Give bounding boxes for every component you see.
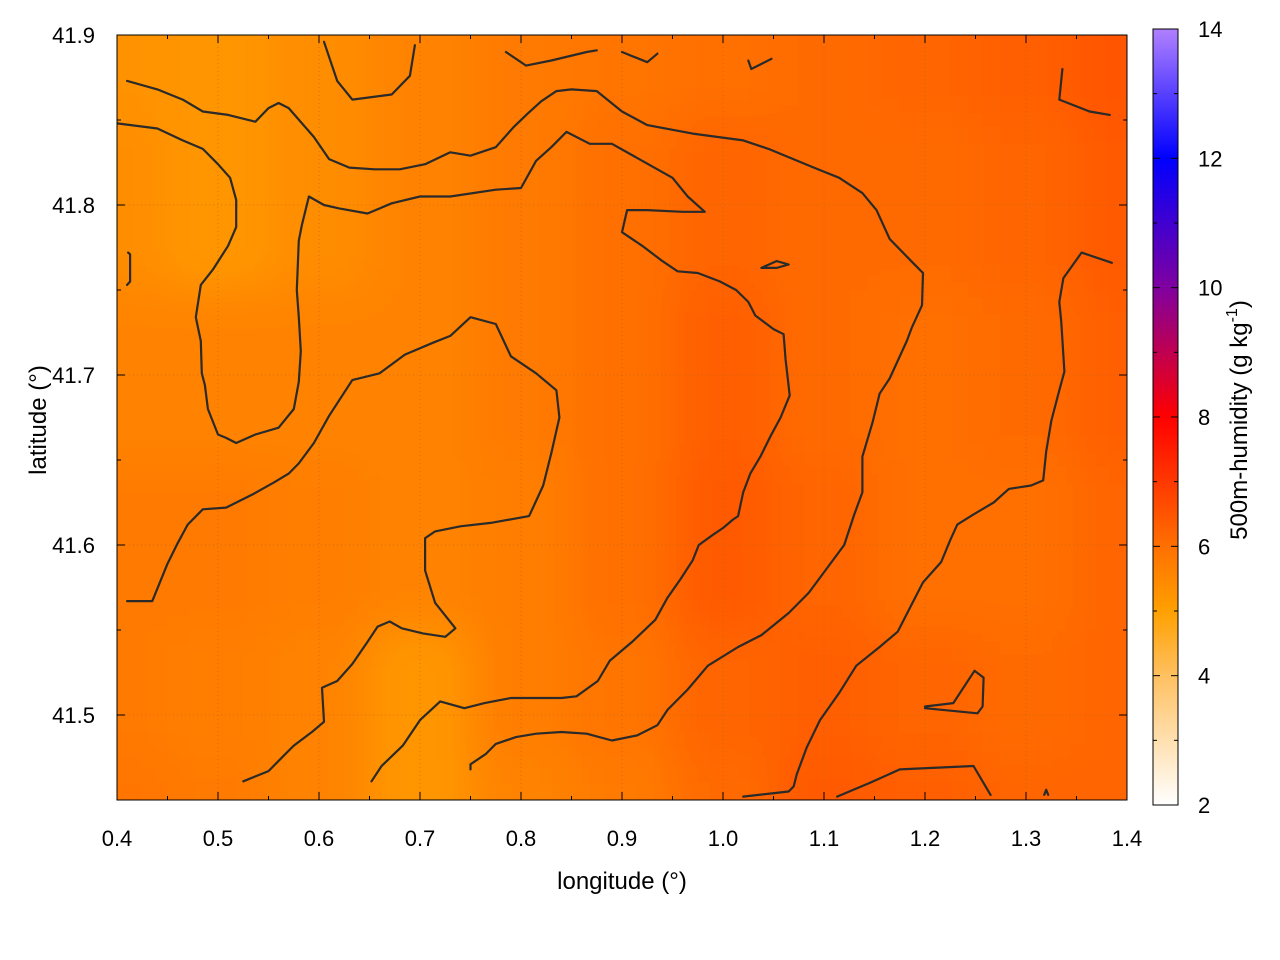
- heatmap-cell: [1076, 757, 1127, 800]
- contour-line: [742, 251, 1114, 798]
- heatmap-cell: [571, 35, 673, 120]
- heatmap-cell: [874, 35, 976, 120]
- heatmap-cell: [117, 757, 168, 800]
- colorbar-label: 500m-humidity (g kg-1): [1224, 300, 1253, 540]
- heatmap-cell: [975, 757, 1077, 800]
- x-tick-label: 1.2: [910, 826, 941, 851]
- colorbar-label-base: 500m-humidity (g kg: [1226, 322, 1253, 539]
- heatmap-cell: [672, 757, 774, 800]
- heatmap-cell: [773, 630, 875, 758]
- x-tick-label: 0.9: [607, 826, 638, 851]
- heatmap-cell: [672, 460, 774, 630]
- x-tick-label: 0.5: [203, 826, 234, 851]
- heatmap-cell: [571, 757, 673, 800]
- x-tick-label: 0.6: [304, 826, 335, 851]
- colorbar-tick-label: 6: [1198, 534, 1210, 559]
- heatmap-cell: [268, 757, 370, 800]
- x-tick-label: 1.0: [708, 826, 739, 851]
- contour-line: [125, 79, 925, 771]
- colorbar-label-sup: -1: [1224, 308, 1241, 322]
- contour-line: [1058, 67, 1111, 117]
- contour-line: [760, 260, 790, 269]
- colorbar-tick-label: 4: [1198, 664, 1210, 689]
- heatmap-cell: [117, 630, 168, 758]
- contour-line: [1043, 788, 1050, 797]
- y-tick-label: 41.8: [52, 193, 95, 218]
- heatmap-cell: [369, 630, 471, 758]
- colorbar-tick-label: 14: [1198, 17, 1222, 42]
- x-tick-label: 1.3: [1011, 826, 1042, 851]
- colorbar-label-end: ): [1226, 300, 1253, 308]
- heatmap-cell: [117, 35, 168, 120]
- heatmap-cell: [470, 630, 572, 758]
- heatmap-cell: [874, 757, 976, 800]
- heatmap-cell: [773, 35, 875, 120]
- y-tick-label: 41.7: [52, 363, 95, 388]
- heatmap-cell: [369, 35, 471, 120]
- heatmap-cell: [470, 757, 572, 800]
- contour-line: [835, 764, 992, 798]
- axis-ticks: 0.4 0.5 0.6 0.7 0.8 0.9 1.0 1.1 1.2 1.3 1.4 41.5 41.…: [52, 23, 1142, 851]
- contour-line: [117, 122, 791, 783]
- colorbar: 2 4 6 8 10 12 14: [1152, 17, 1222, 818]
- heatmap-cell: [672, 630, 774, 758]
- heatmap-cells: [117, 35, 1127, 800]
- heatmap-field: [117, 35, 1127, 800]
- x-tick-label: 0.8: [506, 826, 537, 851]
- contour-line: [620, 50, 659, 64]
- contour-line: [747, 57, 773, 71]
- heatmap-cell: [672, 35, 774, 120]
- x-tick-label: 0.4: [102, 826, 133, 851]
- heatmap-cell: [369, 757, 471, 800]
- contour-line: [125, 251, 132, 286]
- heatmap-cell: [369, 120, 471, 290]
- colorbar-tick-label: 2: [1198, 793, 1210, 818]
- heatmap-cell: [773, 757, 875, 800]
- heatmap-cell: [975, 35, 1077, 120]
- x-tick-label: 1.4: [1112, 826, 1143, 851]
- colorbar-tick-label: 12: [1198, 146, 1222, 171]
- heatmap-cell: [268, 460, 370, 630]
- heatmap-cell: [167, 630, 269, 758]
- y-tick-label: 41.9: [52, 23, 95, 48]
- heatmap-cell: [268, 630, 370, 758]
- colorbar-tick-label: 10: [1198, 276, 1222, 301]
- grid-lines: [117, 35, 1127, 800]
- heatmap-cell: [369, 460, 471, 630]
- heatmap-cell: [167, 35, 269, 120]
- y-axis-label: latitude (°): [25, 365, 52, 475]
- y-tick-label: 41.5: [52, 703, 95, 728]
- colorbar-tick-label: 8: [1198, 405, 1210, 430]
- heatmap-cell: [975, 630, 1077, 758]
- contour-line: [322, 40, 416, 101]
- y-tick-label: 41.6: [52, 533, 95, 558]
- x-tick-label: 1.1: [809, 826, 840, 851]
- contour-line: [504, 49, 598, 67]
- heatmap-cell: [773, 460, 875, 630]
- heatmap-cell: [470, 35, 572, 120]
- contour-line: [125, 316, 561, 783]
- contour-line: [923, 669, 985, 715]
- heatmap-cell: [1076, 35, 1127, 120]
- x-tick-label: 0.7: [405, 826, 436, 851]
- contour-lines: [117, 40, 1114, 798]
- x-axis-label: longitude (°): [557, 868, 687, 895]
- heatmap-cell: [1076, 630, 1127, 758]
